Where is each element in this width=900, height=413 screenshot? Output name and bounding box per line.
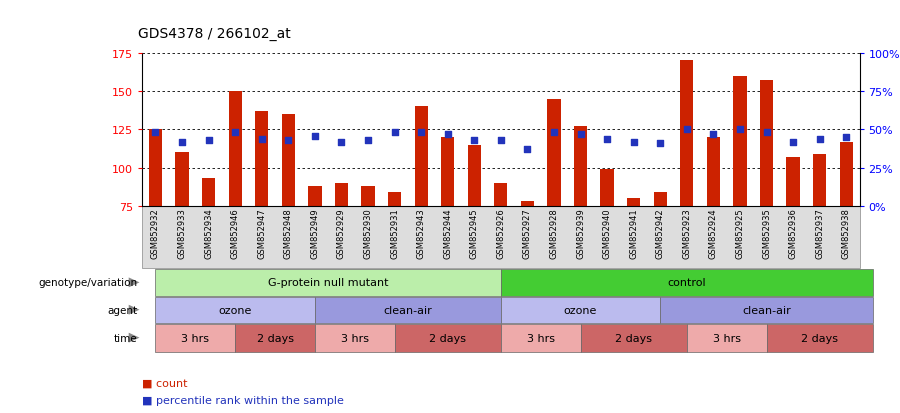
Bar	[362, 187, 374, 206]
Point	[813, 136, 827, 142]
Point	[573, 131, 588, 138]
Text: 3 hrs: 3 hrs	[526, 333, 554, 343]
Text: clean-air: clean-air	[742, 305, 791, 315]
Text: ozone: ozone	[219, 305, 252, 315]
Text: control: control	[668, 278, 706, 288]
Point	[361, 138, 375, 144]
Point	[626, 139, 641, 146]
Point	[493, 138, 508, 144]
Point	[228, 130, 242, 136]
Bar	[148, 130, 162, 206]
Text: time: time	[114, 333, 138, 343]
Point	[281, 138, 295, 144]
Point	[520, 147, 535, 153]
Point	[414, 130, 428, 136]
Point	[440, 131, 454, 138]
Bar	[494, 183, 508, 206]
Text: 2 days: 2 days	[616, 333, 652, 343]
Bar	[468, 145, 481, 206]
Text: 3 hrs: 3 hrs	[181, 333, 210, 343]
Text: agent: agent	[108, 305, 138, 315]
Text: ozone: ozone	[564, 305, 598, 315]
Bar	[706, 138, 720, 206]
Text: ■ count: ■ count	[142, 378, 188, 388]
Bar	[255, 112, 268, 206]
Bar	[441, 138, 454, 206]
Point	[600, 136, 615, 142]
Bar	[600, 170, 614, 206]
Bar	[547, 100, 561, 206]
Bar	[734, 77, 747, 206]
Bar	[415, 107, 428, 206]
Bar	[335, 183, 348, 206]
Text: 2 days: 2 days	[429, 333, 466, 343]
Bar	[680, 61, 694, 206]
Point	[839, 135, 853, 141]
Point	[680, 127, 694, 133]
Text: 3 hrs: 3 hrs	[341, 333, 369, 343]
Point	[387, 130, 401, 136]
Point	[653, 140, 668, 147]
Point	[175, 139, 189, 146]
Point	[760, 130, 774, 136]
Point	[547, 130, 562, 136]
Bar	[229, 92, 242, 206]
Bar	[574, 127, 587, 206]
Bar	[176, 153, 189, 206]
Point	[255, 136, 269, 142]
Bar	[627, 199, 640, 206]
Bar	[202, 179, 215, 206]
Text: clean-air: clean-air	[383, 305, 432, 315]
Text: genotype/variation: genotype/variation	[39, 278, 138, 288]
Point	[202, 138, 216, 144]
Text: G-protein null mutant: G-protein null mutant	[268, 278, 389, 288]
Bar	[653, 193, 667, 206]
Bar	[760, 81, 773, 206]
Text: 2 days: 2 days	[256, 333, 293, 343]
Bar	[787, 158, 800, 206]
Point	[148, 130, 163, 136]
Bar	[521, 202, 534, 206]
Bar	[840, 142, 853, 206]
Bar	[813, 154, 826, 206]
Bar	[388, 193, 401, 206]
Point	[733, 127, 747, 133]
Point	[786, 139, 800, 146]
Point	[334, 139, 348, 146]
Point	[467, 138, 482, 144]
Point	[308, 133, 322, 140]
Text: 2 days: 2 days	[801, 333, 838, 343]
Point	[706, 131, 721, 138]
Text: ■ percentile rank within the sample: ■ percentile rank within the sample	[142, 395, 344, 405]
Bar	[282, 115, 295, 206]
Bar	[308, 187, 321, 206]
Text: 3 hrs: 3 hrs	[713, 333, 741, 343]
Text: GDS4378 / 266102_at: GDS4378 / 266102_at	[138, 27, 291, 41]
